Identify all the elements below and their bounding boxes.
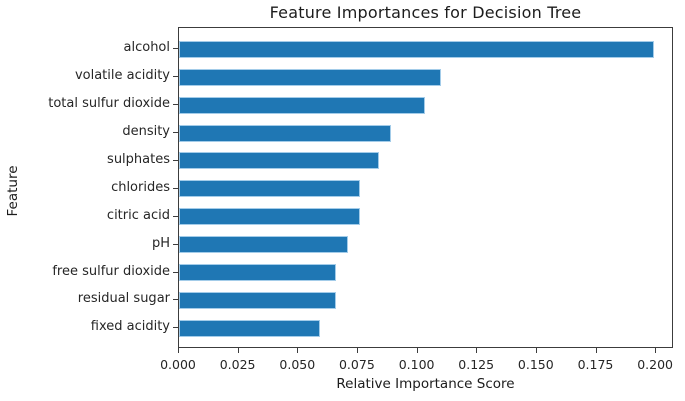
- bar-pH: [179, 236, 349, 254]
- bar-free-sulfur-dioxide: [179, 264, 337, 281]
- y-tick-mark: [173, 215, 178, 217]
- ytick-label-fixed-acidity: fixed acidity: [90, 319, 170, 335]
- bar-citric-acid: [179, 208, 361, 226]
- ytick-label-residual-sugar: residual sugar: [77, 291, 170, 307]
- y-tick-mark: [173, 104, 178, 106]
- x-tick-mark: [655, 348, 657, 353]
- y-tick-mark: [173, 76, 178, 78]
- ytick-label-sulphates: sulphates: [107, 151, 170, 167]
- bar-residual-sugar: [179, 291, 337, 309]
- ytick-label-citric-acid: citric acid: [106, 207, 170, 223]
- bar-fixed-acidity: [179, 319, 320, 337]
- xtick-label-0.075: 0.075: [338, 357, 375, 372]
- xtick-label-0.000: 0.000: [160, 357, 196, 372]
- bar-sulphates: [179, 152, 380, 170]
- y-tick-mark: [173, 48, 178, 50]
- bar-volatile-acidity: [179, 68, 442, 86]
- ytick-label-free-sulfur-dioxide: free sulfur dioxide: [52, 263, 170, 279]
- x-tick-mark: [416, 348, 418, 353]
- y-tick-mark: [173, 271, 178, 273]
- y-tick-mark: [173, 243, 178, 245]
- ytick-label-volatile-acidity: volatile acidity: [74, 68, 170, 84]
- ytick-label-total-sulfur-dioxide: total sulfur dioxide: [48, 96, 170, 112]
- x-tick-mark: [237, 348, 239, 353]
- x-tick-mark: [297, 348, 299, 353]
- xtick-label-0.125: 0.125: [458, 357, 495, 372]
- y-tick-mark: [173, 299, 178, 301]
- chart-title: Feature Importances for Decision Tree: [269, 3, 582, 22]
- xtick-label-0.100: 0.100: [398, 357, 435, 372]
- y-tick-mark: [173, 132, 178, 133]
- x-tick-mark: [595, 348, 597, 353]
- xtick-label-0.025: 0.025: [219, 357, 256, 372]
- bar-alcohol: [179, 40, 654, 58]
- ytick-label-chlorides: chlorides: [111, 179, 170, 195]
- y-tick-mark: [173, 327, 178, 329]
- ytick-label-density: density: [122, 124, 170, 139]
- ytick-label-alcohol: alcohol: [123, 40, 170, 56]
- xtick-label-0.050: 0.050: [279, 357, 316, 372]
- bar-chlorides: [179, 180, 361, 198]
- plot-area: [178, 27, 673, 348]
- xtick-label-0.200: 0.200: [637, 357, 673, 372]
- bar-total-sulfur-dioxide: [179, 96, 425, 114]
- x-tick-mark: [178, 348, 179, 353]
- bar-density: [179, 124, 392, 142]
- x-tick-mark: [476, 348, 478, 353]
- x-tick-mark: [535, 348, 537, 353]
- ytick-label-pH: pH: [151, 235, 170, 251]
- y-tick-mark: [173, 159, 178, 161]
- y-tick-mark: [173, 187, 178, 189]
- xtick-label-0.175: 0.175: [577, 357, 614, 372]
- x-tick-mark: [356, 348, 358, 353]
- x-axis-label: Relative Importance Score: [336, 376, 515, 392]
- xtick-label-0.150: 0.150: [517, 357, 554, 372]
